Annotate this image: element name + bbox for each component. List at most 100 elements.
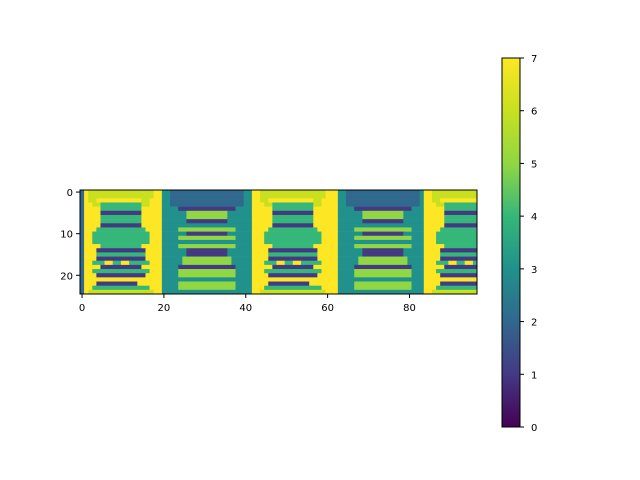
heatmap-cell [178,235,236,241]
heatmap-cell [145,252,163,257]
heatmap-cell [362,252,404,257]
heatmap-cell [161,190,171,195]
heatmap-cell [84,190,89,195]
heatmap-cell [436,285,478,291]
colorbar-gradient [501,57,521,428]
heatmap-cell [423,219,445,224]
heatmap-cell [337,252,363,257]
heatmap-cell [411,273,425,278]
heatmap-cell [80,277,85,282]
heatmap-cell [423,244,445,249]
heatmap-cell [80,223,85,228]
x-tick-label: 60 [321,303,334,314]
heatmap-cell [313,198,322,203]
heatmap-cell [100,244,142,249]
heatmap-cell [272,264,314,270]
heatmap-cell [337,227,355,232]
heatmap-cell [170,202,245,207]
heatmap-cell [337,264,355,270]
heatmap-cell [251,273,269,278]
heatmap-cell [337,206,355,212]
heatmap-cell [321,202,339,207]
heatmap-cell [440,256,478,262]
heatmap-cell [272,219,314,224]
heatmap-cell [440,273,478,278]
heatmap-cell [243,194,253,199]
heatmap-cell [337,281,355,286]
heatmap-cell [268,227,318,232]
heatmap-cell [161,214,187,220]
heatmap-cell [235,269,253,274]
heatmap-frame [79,189,478,295]
heatmap-cell [358,256,408,262]
heatmap-cell [403,252,425,257]
heatmap-cell [161,198,171,203]
x-tick-label: 0 [79,303,85,314]
heatmap-cell [161,202,171,207]
heatmap-cell [84,285,93,291]
heatmap-cell [227,210,253,216]
colorbar-ticks: 0 1 2 3 4 5 6 7 [520,54,537,434]
heatmap-cell [145,227,163,232]
heatmap-cell [84,248,97,253]
heatmap-cell [161,289,253,295]
heatmap-cell [411,285,425,291]
heatmap-cell [423,202,437,207]
heatmap-cell [88,198,97,203]
heatmap-cell [80,219,85,224]
heatmap-cell [423,223,445,228]
heatmap-cell [411,269,425,274]
heatmap-cell [104,260,114,266]
heatmap-cell [84,239,93,245]
heatmap-cell [354,281,412,286]
heatmap-cell [227,219,253,224]
heatmap-cell [436,269,478,274]
x-tick-label: 80 [403,303,416,314]
heatmap-cell [419,202,425,207]
heatmap-cell [264,260,277,266]
heatmap-cell [227,231,253,237]
heatmap-cell [84,244,101,249]
heatmap-cell [276,260,285,266]
colorbar-tick-label: 2 [531,318,537,329]
heatmap-cell [92,239,150,245]
heatmap-cell [96,198,142,203]
heatmap-cell [161,273,179,278]
heatmap-cell [145,256,163,262]
heatmap-cell [161,281,179,286]
heatmap-cell [268,198,314,203]
heatmap-cell [321,235,339,241]
heatmap-cell [137,281,163,286]
heatmap-cell [337,194,347,199]
heatmap-cell [100,206,142,212]
heatmap-cell [149,198,163,203]
heatmap-cell [337,269,355,274]
heatmap-cell [84,277,163,282]
x-axis: 0 20 40 60 80 [79,294,416,314]
heatmap-cell [337,214,363,220]
heatmap-cell [251,198,261,203]
heatmap-cell [153,289,163,295]
colorbar-tick-label: 5 [531,159,537,170]
heatmap-cell [96,252,146,257]
heatmap-cell [80,198,85,203]
heatmap-cell [444,214,478,220]
heatmap-cell [182,256,232,262]
heatmap-cell [423,198,433,203]
colorbar-tick-label: 7 [531,54,537,65]
heatmap-cell [354,206,412,212]
heatmap-cell [96,227,146,232]
heatmap-cell [321,260,339,266]
heatmap-cell [251,277,339,282]
heatmap-cell [235,273,253,278]
heatmap-cell [264,285,322,291]
colorbar: 0 1 2 3 4 5 6 7 [501,54,537,434]
heatmap-cell [337,289,425,295]
heatmap-cell [84,235,93,241]
heatmap-cell [178,273,236,278]
colorbar-tick-label: 4 [531,212,537,223]
heatmap-cell [100,219,142,224]
heatmap-cell [313,206,339,212]
heatmap-cell [243,190,253,195]
heatmap-cell [145,248,163,253]
